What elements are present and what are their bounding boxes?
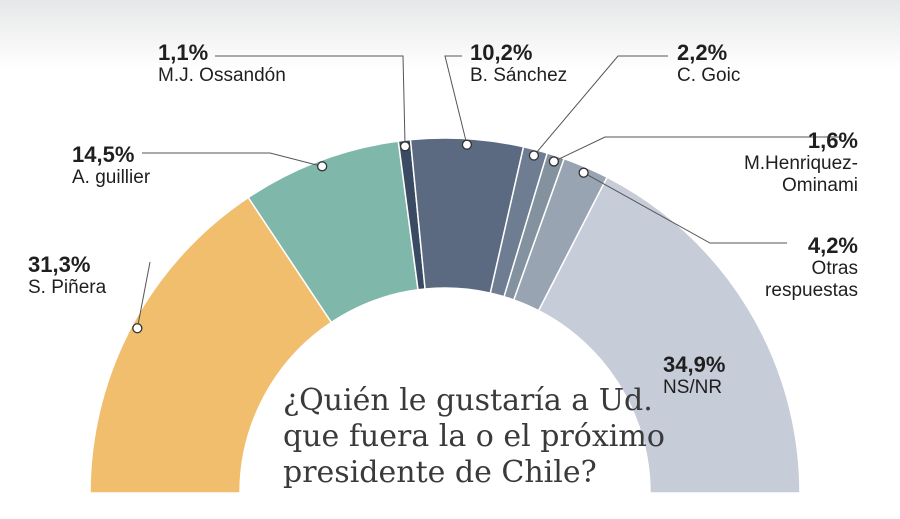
leader-line-otras-respuestas (583, 172, 787, 244)
label-sanchez-pct: 10,2% (470, 40, 533, 65)
label-ossandon: 1,1% M.J. Ossandón (158, 40, 286, 87)
marker-s-pinera (132, 323, 143, 334)
marker-m-henriquez-ominami (548, 156, 560, 167)
label-otras-name: Otras respuestas (765, 258, 858, 302)
label-guillier: 14,5% A. guillier (72, 142, 150, 189)
label-goic-name: C. Goic (677, 65, 741, 87)
label-otras: 4,2% Otras respuestas (765, 233, 858, 302)
label-guillier-name: A. guillier (72, 167, 151, 189)
label-pinera-name: S. Piñera (28, 277, 107, 299)
slice-s-pinera (89, 196, 333, 494)
marker-c-goic (528, 150, 540, 161)
label-nsnr-name: NS/NR (663, 377, 723, 399)
label-henriquez-name: M.Henriquez- Ominami (743, 153, 858, 197)
marker-b-sanchez (461, 139, 473, 150)
label-goic: 2,2% C. Goic (677, 40, 740, 87)
label-nsnr-pct: 34,9% (663, 352, 726, 377)
leader-line-a-guillier (142, 152, 323, 167)
label-pinera-pct: 31,3% (28, 252, 91, 277)
label-sanchez-name: B. Sánchez (470, 65, 568, 87)
label-henriquez: 1,6% M.Henriquez- Ominami (744, 128, 858, 197)
marker-m-j-ossandon (399, 141, 411, 152)
label-sanchez: 10,2% B. Sánchez (470, 40, 567, 87)
leader-line-c-goic (533, 55, 668, 156)
marker-a-guillier (317, 161, 328, 172)
label-nsnr: 34,9% NS/NR (663, 352, 725, 399)
label-guillier-pct: 14,5% (72, 142, 135, 167)
label-henriquez-pct: 1,6% (807, 128, 858, 153)
chart-question: ¿Quién le gustaría a Ud. que fuera la o … (283, 383, 665, 490)
slice-ns-nr (537, 176, 801, 494)
marker-otras-respuestas (578, 167, 589, 178)
label-ossandon-name: M.J. Ossandón (158, 65, 286, 87)
leader-line-b-sanchez (444, 55, 468, 145)
leader-line-m-henriquez-ominami (553, 136, 842, 162)
leader-line-m-j-ossandon (215, 55, 406, 147)
label-pinera: 31,3% S. Piñera (28, 252, 106, 299)
label-goic-pct: 2,2% (677, 40, 728, 65)
leader-line-s-pinera (136, 261, 151, 329)
label-ossandon-pct: 1,1% (158, 40, 209, 65)
label-otras-pct: 4,2% (807, 233, 858, 258)
